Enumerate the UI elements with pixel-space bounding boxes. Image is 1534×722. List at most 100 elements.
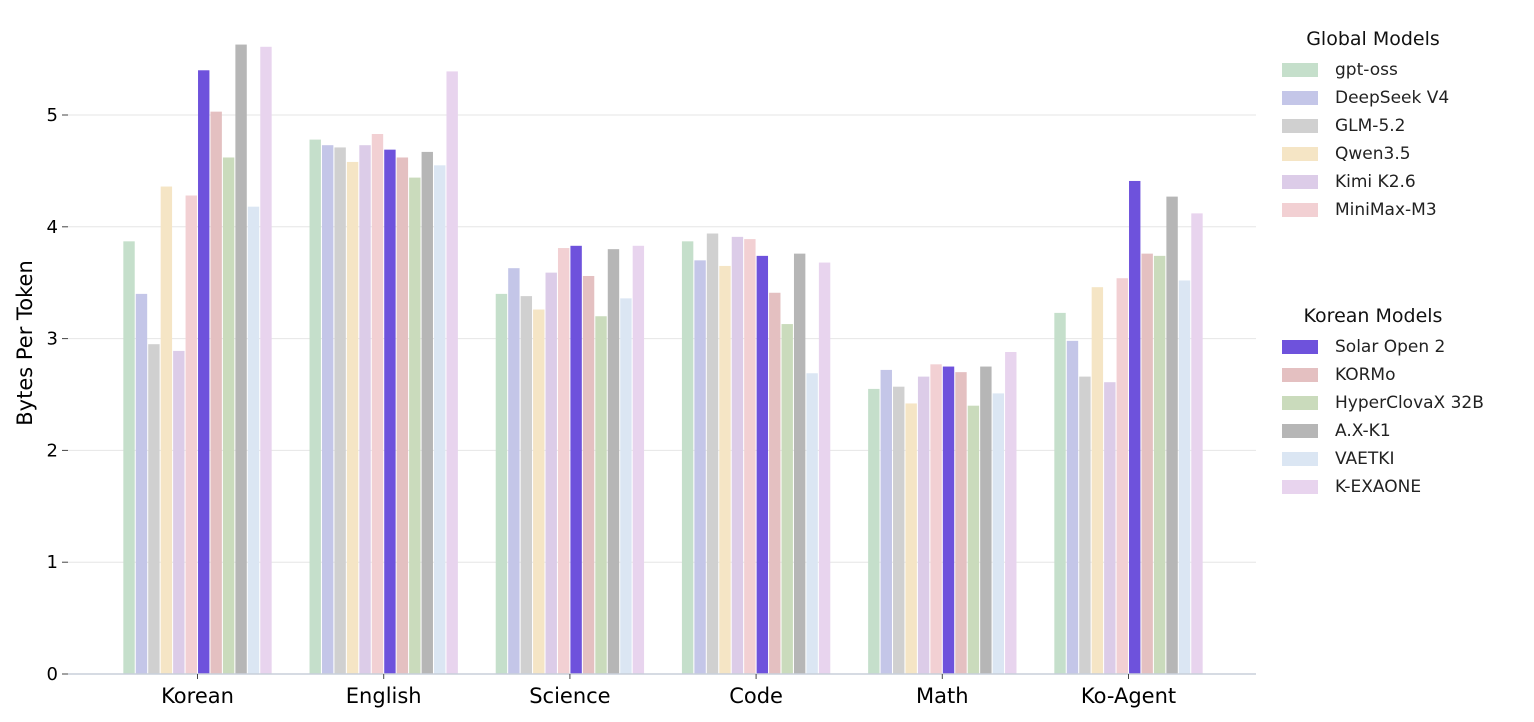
- x-tick-label: Ko-Agent: [1081, 684, 1176, 708]
- legend-item: Solar Open 2: [1282, 333, 1484, 361]
- legend-item: GLM-5.2: [1282, 112, 1464, 140]
- bar-k-exaone-ko-agent: [1191, 213, 1203, 674]
- bar-solar-open-2-ko-agent: [1129, 180, 1141, 674]
- legend-label: VAETKI: [1335, 449, 1395, 469]
- bar-solar-open-2-korean: [198, 70, 210, 674]
- y-tick-label: 2: [47, 440, 58, 461]
- y-tick-label: 0: [47, 664, 58, 685]
- bar-kimi-k2-6-math: [917, 376, 930, 674]
- bar-vaetki-science: [620, 298, 632, 674]
- bar-gpt-oss-korean: [123, 241, 135, 675]
- bar-gpt-oss-ko-agent: [1054, 312, 1066, 674]
- bar-kormo-english: [396, 157, 409, 674]
- bar-deepseek-v4-math: [880, 369, 892, 674]
- bar-minimax-m3-code: [744, 239, 756, 674]
- legend-global-title: Global Models: [1306, 28, 1440, 50]
- bar-glm-5-2-korean: [148, 344, 160, 674]
- bar-gpt-oss-math: [868, 388, 880, 674]
- bar-minimax-m3-science: [557, 248, 570, 675]
- bar-deepseek-v4-korean: [135, 293, 148, 674]
- legend-item: gpt-oss: [1282, 56, 1464, 84]
- bar-minimax-m3-ko-agent: [1116, 278, 1128, 674]
- bar-a-x-k1-korean: [235, 44, 247, 675]
- legend-item: A.X-K1: [1282, 417, 1484, 445]
- legend-swatch: [1282, 147, 1318, 161]
- legend-swatch: [1282, 480, 1318, 494]
- legend-swatch: [1282, 91, 1318, 105]
- legend-korean: Korean Models Solar Open 2 KORMo HyperClov…: [1282, 305, 1484, 501]
- bar-kimi-k2-6-science: [545, 272, 557, 674]
- bar-solar-open-2-code: [756, 255, 769, 675]
- legend-item: DeepSeek V4: [1282, 84, 1464, 112]
- bar-a-x-k1-ko-agent: [1166, 196, 1178, 674]
- legend-global: Global Models gpt-oss DeepSeek V4 GLM-5.2 Q…: [1282, 28, 1464, 224]
- bar-a-x-k1-science: [607, 249, 620, 674]
- legend-swatch: [1282, 203, 1318, 217]
- legend-swatch: [1282, 340, 1318, 354]
- legend-label: DeepSeek V4: [1335, 88, 1450, 108]
- x-tick-label: Science: [529, 684, 610, 708]
- bar-minimax-m3-math: [930, 364, 942, 674]
- legend-item: KORMo: [1282, 361, 1484, 389]
- bar-hyperclovax-32b-science: [595, 316, 607, 674]
- x-tick-label: Code: [729, 684, 783, 708]
- bar-qwen3-5-math: [905, 403, 917, 674]
- bar-gpt-oss-science: [495, 293, 508, 674]
- x-tick-label: Korean: [161, 684, 234, 708]
- bar-a-x-k1-code: [793, 253, 806, 674]
- bar-kormo-math: [955, 372, 967, 674]
- legend-label: HyperClovaX 32B: [1335, 393, 1484, 413]
- bar-hyperclovax-32b-math: [967, 405, 980, 674]
- bar-kormo-korean: [210, 111, 222, 674]
- bar-vaetki-code: [806, 373, 818, 674]
- bar-glm-5-2-ko-agent: [1079, 376, 1091, 674]
- legend-label: gpt-oss: [1335, 60, 1398, 80]
- legend-korean-title: Korean Models: [1303, 305, 1443, 327]
- bar-kormo-code: [769, 292, 781, 674]
- bar-qwen3-5-english: [346, 161, 359, 674]
- legend-swatch: [1282, 396, 1318, 410]
- bar-kormo-ko-agent: [1141, 253, 1153, 674]
- bar-a-x-k1-math: [980, 366, 992, 674]
- bar-hyperclovax-32b-korean: [222, 157, 235, 674]
- legend-swatch: [1282, 175, 1318, 189]
- bar-k-exaone-english: [446, 71, 458, 674]
- bar-kimi-k2-6-korean: [173, 350, 185, 674]
- bar-qwen3-5-korean: [160, 186, 173, 674]
- legend-item: VAETKI: [1282, 445, 1484, 473]
- bar-qwen3-5-code: [719, 265, 731, 674]
- bar-hyperclovax-32b-english: [409, 177, 421, 674]
- bar-k-exaone-science: [632, 245, 645, 674]
- bar-solar-open-2-math: [942, 366, 955, 674]
- bar-solar-open-2-science: [570, 245, 582, 674]
- x-tick-label: Math: [916, 684, 969, 708]
- bar-vaetki-ko-agent: [1178, 280, 1191, 674]
- bar-qwen3-5-science: [533, 309, 545, 674]
- legend-label: GLM-5.2: [1335, 116, 1406, 136]
- y-tick-label: 3: [47, 329, 58, 350]
- bar-a-x-k1-english: [421, 151, 433, 675]
- bar-k-exaone-korean: [260, 46, 272, 674]
- y-tick-label: 4: [47, 217, 58, 238]
- legend-item: Qwen3.5: [1282, 140, 1464, 168]
- bar-vaetki-english: [434, 165, 446, 674]
- bar-deepseek-v4-english: [321, 145, 334, 674]
- y-ticks: 0 1 2 3 4 5: [47, 105, 68, 685]
- bar-glm-5-2-math: [893, 386, 905, 674]
- bar-minimax-m3-korean: [185, 195, 197, 674]
- bar-glm-5-2-english: [334, 147, 346, 674]
- bar-solar-open-2-english: [384, 149, 396, 674]
- y-tick-label: 1: [47, 552, 58, 573]
- bar-glm-5-2-code: [706, 233, 719, 674]
- y-axis-title: Bytes Per Token: [13, 260, 37, 426]
- legend-swatch: [1282, 368, 1318, 382]
- legend-item: HyperClovaX 32B: [1282, 389, 1484, 417]
- bar-vaetki-korean: [247, 206, 260, 674]
- bar-hyperclovax-32b-ko-agent: [1153, 255, 1166, 675]
- legend-item: Kimi K2.6: [1282, 168, 1464, 196]
- legend-label: Solar Open 2: [1335, 337, 1446, 357]
- bar-kormo-science: [582, 275, 595, 674]
- bar-hyperclovax-32b-code: [781, 324, 793, 674]
- legend-swatch: [1282, 452, 1318, 466]
